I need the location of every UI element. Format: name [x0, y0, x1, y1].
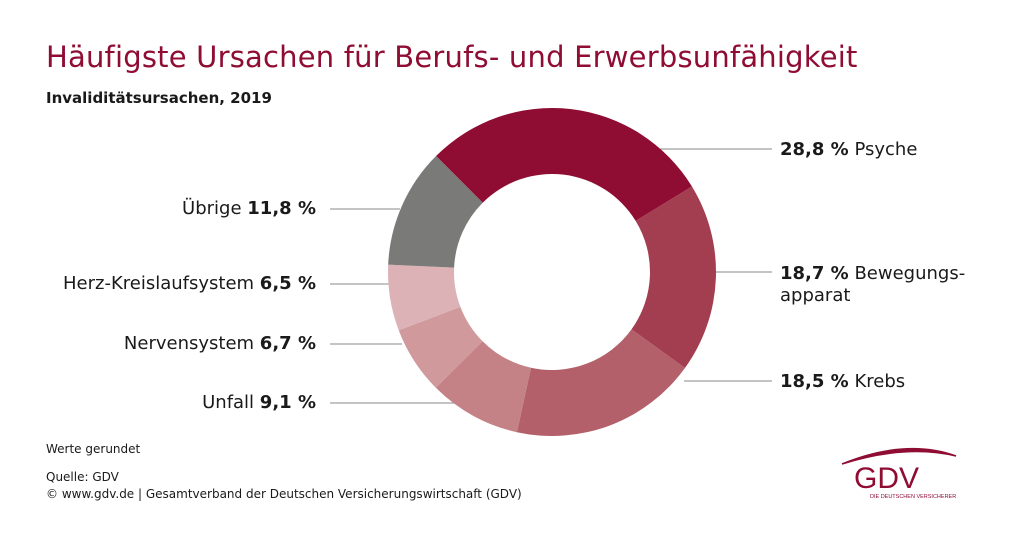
source-note: Quelle: GDV [46, 470, 119, 484]
copyright-note: © www.gdv.de | Gesamtverband der Deutsch… [46, 487, 522, 501]
label-herz-kreislaufsystem: Herz-Kreislaufsystem 6,5 % [62, 273, 316, 294]
chart-title: Häufigste Ursachen für Berufs- und Erwer… [46, 40, 858, 74]
label-bewegungsapparat: 18,7 % Bewegungs-apparat [780, 263, 966, 306]
label-unfall: Unfall 9,1 % [202, 392, 316, 413]
slice-krebs [516, 329, 685, 436]
rounding-note: Werte gerundet [46, 442, 141, 456]
label-psyche: 28,8 % Psyche [780, 139, 918, 160]
slice-psyche [436, 108, 692, 221]
gdv-logo: GDV DIE DEUTSCHEN VERSICHERER [836, 440, 986, 500]
svg-text:DIE DEUTSCHEN VERSICHERER: DIE DEUTSCHEN VERSICHERER [870, 494, 956, 500]
slice-herz-kreislaufsystem [388, 264, 461, 331]
svg-text:GDV: GDV [854, 462, 919, 495]
slice-nervensystem [398, 306, 483, 388]
chart-subtitle: Invaliditätsursachen, 2019 [46, 89, 272, 107]
slice-bewegungsapparat [631, 186, 716, 369]
label-krebs: 18,5 % Krebs [780, 371, 906, 392]
label-uebrige: Übrige 11,8 % [182, 198, 316, 219]
label-nervensystem: Nervensystem 6,7 % [123, 333, 316, 354]
slice-unfall [435, 341, 532, 433]
slice-uebrige [388, 156, 483, 268]
